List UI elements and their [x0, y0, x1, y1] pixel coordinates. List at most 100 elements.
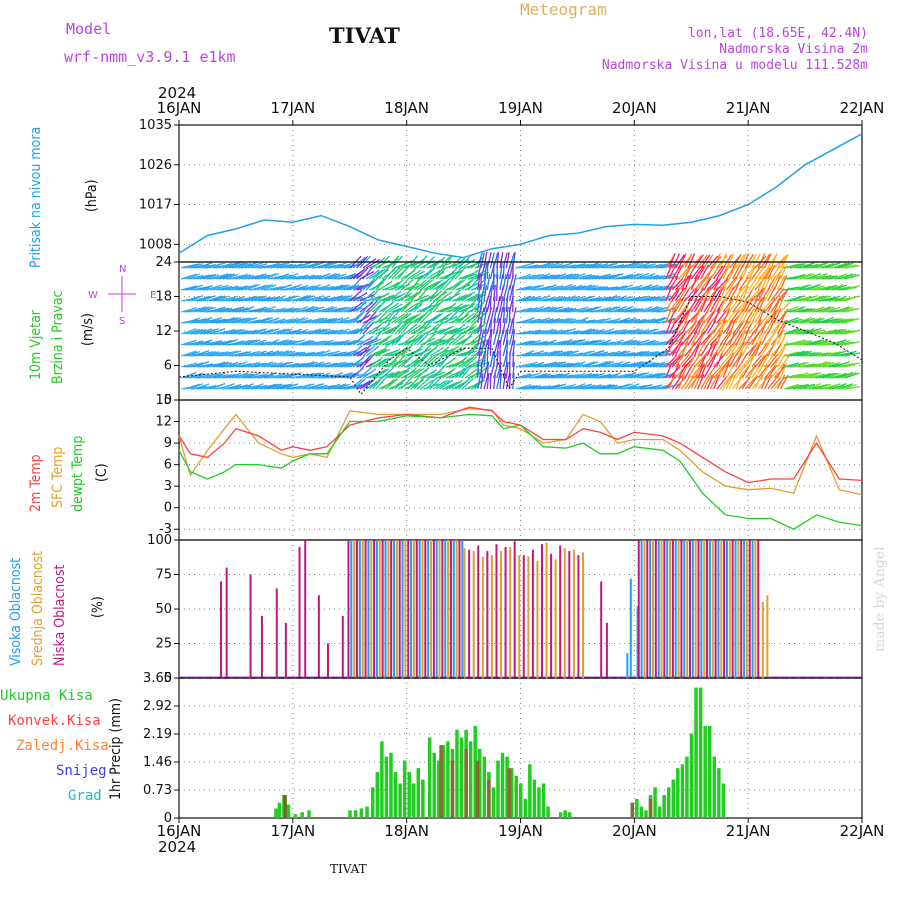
cloud-bar: [700, 540, 703, 678]
precip-bar: [558, 812, 563, 818]
cloud-bar: [605, 622, 608, 678]
precip-bar: [519, 783, 523, 818]
clouds-tick-label: 100: [147, 533, 172, 548]
cloud-bar: [438, 540, 441, 678]
clouds-tick-label: 50: [155, 602, 172, 617]
cloud-bar: [686, 540, 689, 678]
cloud-bar: [393, 540, 396, 678]
x-tick-label-bottom: 17JAN: [270, 822, 315, 840]
cloud-bar: [367, 540, 370, 678]
cloud-bar: [390, 540, 393, 678]
cloud-bar: [513, 541, 516, 678]
cloud-bar: [284, 622, 287, 678]
cloud-bar: [728, 540, 731, 678]
precip-bar: [680, 764, 685, 818]
precip-bars: [274, 687, 726, 818]
cloud-bar: [398, 540, 401, 678]
cloud-bar: [671, 540, 674, 678]
precip-bar: [532, 779, 537, 818]
cloud-bar: [418, 540, 421, 678]
cloud-bar: [449, 540, 452, 678]
precip-bar: [482, 756, 487, 818]
x-tick-label-bottom: 20JAN: [612, 822, 657, 840]
meteogram-title: Meteogram: [520, 0, 607, 19]
cloud-bar: [581, 552, 584, 678]
cloud-bar: [703, 540, 706, 678]
precip-legend-label: Grad: [68, 788, 102, 804]
cloud-bar: [688, 540, 691, 678]
cloud-bar: [666, 540, 669, 678]
precip-bar: [473, 725, 477, 818]
pressure-tick-label: 1017: [139, 198, 172, 213]
cloud-bar: [559, 545, 562, 678]
precip-bar: [671, 779, 676, 818]
cloud-bar: [646, 540, 649, 678]
precip-bar: [274, 808, 278, 818]
model-elevation-label: Nadmorska Visina u modelu 111.528m: [601, 58, 868, 73]
cloud-bar: [358, 540, 361, 678]
x-tick-label-bottom: 22JAN: [840, 822, 885, 840]
precip-bar: [648, 798, 653, 818]
precip-bar: [694, 687, 698, 818]
precip-bar: [507, 768, 512, 818]
cloud-bar: [677, 540, 680, 678]
precip-bar: [450, 760, 455, 818]
cloud-bar: [481, 556, 484, 678]
x-tick-label-top: 18JAN: [384, 99, 429, 117]
cloud-bar: [455, 540, 458, 678]
cloud-bar: [326, 643, 329, 678]
precip-bar: [500, 752, 505, 818]
pressure-tick-label: 1035: [139, 118, 172, 133]
precip-bar: [676, 768, 680, 818]
cloud-bar: [350, 540, 353, 678]
cloud-bar: [657, 540, 660, 678]
precip-bar: [348, 810, 352, 818]
cloud-bar: [298, 546, 301, 678]
precip-bar: [353, 810, 358, 818]
precip-bar: [717, 768, 721, 818]
cloud-bar: [740, 540, 743, 678]
precip-bar: [416, 768, 421, 818]
cloud-bar: [651, 540, 654, 678]
precip-bar: [563, 810, 567, 818]
precip-bar: [359, 808, 364, 818]
cloud-bar: [461, 540, 464, 678]
cloud-bar: [518, 555, 521, 678]
cloud-bar: [706, 540, 709, 678]
cloud-bar: [458, 540, 461, 678]
precip-bar: [446, 741, 450, 818]
precip-bar: [662, 794, 666, 818]
precip-bar: [653, 787, 657, 818]
cloud-bar: [643, 540, 646, 678]
precip-bar: [277, 802, 282, 818]
precip-bar: [437, 760, 441, 818]
cloud-bar: [415, 540, 418, 678]
precip-bar: [630, 802, 635, 818]
cloud-bar: [629, 578, 632, 678]
cloud-bar: [600, 581, 603, 678]
precip-bar: [389, 752, 393, 818]
precip-bar: [283, 794, 287, 818]
cloud-bar: [536, 560, 539, 678]
cloud-bar: [395, 540, 398, 678]
precip-bar: [478, 748, 482, 818]
precip-bar: [300, 812, 304, 818]
pressure-tick-label: 1026: [139, 158, 172, 173]
dewpoint-line: [178, 413, 863, 530]
cloud-bar: [737, 540, 740, 678]
temperature-tick-label: 3: [164, 479, 172, 494]
cloud-bar: [540, 544, 543, 678]
x-tick-label-top: 17JAN: [270, 99, 315, 117]
cloud-bar: [490, 555, 493, 678]
pressure-tick-label: 1008: [139, 237, 172, 252]
precip-bar: [644, 810, 648, 818]
x-tick-label-bottom: 21JAN: [726, 822, 771, 840]
cloud-bar: [757, 540, 760, 678]
precip-bar: [384, 756, 389, 818]
precip-bar: [380, 741, 384, 818]
precip-bar: [528, 764, 532, 818]
cloud-bar: [347, 540, 350, 678]
precip-legend-label: Konvek.Kisa: [8, 713, 101, 729]
cloud-bar: [370, 540, 373, 678]
